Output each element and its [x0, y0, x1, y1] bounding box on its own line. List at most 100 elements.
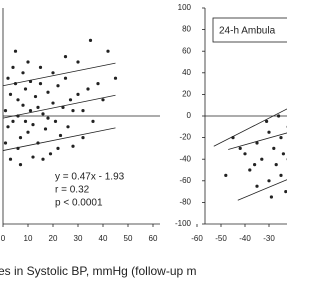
point	[284, 190, 288, 194]
regression-line	[228, 127, 306, 150]
point	[274, 163, 278, 167]
x-axis-label: es in Systolic BP, mmHg (follow-up m	[0, 264, 197, 278]
point	[53, 119, 58, 123]
point	[248, 168, 252, 172]
chart: 0 10 20 30 40 50 60 y = 0.47x - 1.93 r = 0.32 p <…	[0, 3, 306, 278]
point	[81, 109, 85, 113]
point	[41, 157, 45, 161]
point	[33, 94, 38, 99]
y-tick-label: -20	[179, 133, 191, 142]
point	[28, 79, 33, 84]
y-tick-label: 40	[182, 68, 191, 77]
point	[68, 98, 73, 102]
point	[48, 152, 53, 156]
point	[16, 146, 20, 150]
regression-line	[2, 94, 116, 119]
point	[43, 127, 48, 131]
x-tick-label: 50	[124, 234, 133, 243]
y-tick-label: -100	[175, 219, 192, 228]
y-tick-label: -60	[179, 176, 191, 185]
x-tick-label: 30	[74, 234, 83, 243]
point	[255, 141, 259, 145]
point	[11, 65, 15, 69]
point	[8, 157, 13, 161]
annotation: y = 0.47x - 1.93	[55, 172, 125, 183]
point	[18, 163, 23, 167]
x-tick-label: -50	[215, 234, 227, 243]
y-tick-label: 60	[182, 46, 191, 55]
page: {"chart_data": [ {"type": "scatter", "x"…	[0, 3, 306, 279]
point	[279, 173, 283, 177]
point	[8, 92, 13, 96]
point	[3, 109, 8, 113]
point	[243, 152, 247, 156]
point	[6, 76, 10, 80]
point	[231, 136, 235, 140]
point	[265, 119, 269, 123]
point	[269, 195, 273, 199]
point	[31, 123, 35, 127]
point	[61, 105, 65, 109]
point	[267, 179, 271, 183]
point	[46, 116, 50, 120]
point	[23, 119, 28, 123]
y-tick-label: -80	[179, 198, 191, 207]
point	[253, 163, 257, 167]
y-tick-label: 0	[187, 111, 192, 120]
point	[281, 152, 285, 156]
point	[18, 136, 23, 140]
x-tick-label: 10	[24, 234, 33, 243]
point	[28, 109, 33, 113]
point	[66, 125, 70, 129]
point	[16, 98, 20, 102]
point	[31, 155, 35, 159]
x-tick-label: -60	[191, 234, 203, 243]
point	[88, 38, 93, 43]
point	[6, 125, 10, 129]
point	[113, 76, 118, 80]
point	[277, 114, 281, 118]
point	[46, 90, 50, 94]
point	[21, 71, 25, 75]
point	[71, 144, 75, 148]
y-tick-label: 80	[182, 25, 191, 34]
regression-line	[213, 99, 306, 147]
x-tick-label: 0	[1, 234, 6, 243]
panel-title: 24-h Ambula	[219, 26, 276, 37]
point	[13, 49, 18, 53]
point	[224, 173, 228, 177]
point	[36, 105, 40, 109]
regression-line	[2, 127, 116, 151]
y-tick-label: -40	[179, 154, 191, 163]
point	[26, 60, 30, 64]
point	[36, 141, 40, 145]
point	[101, 98, 105, 102]
point	[16, 114, 20, 118]
x-tick-label: -30	[263, 234, 275, 243]
point	[106, 49, 110, 53]
point	[260, 157, 264, 161]
y-tick-label: 20	[182, 90, 191, 99]
point	[21, 103, 25, 107]
point	[272, 146, 276, 150]
point	[26, 130, 30, 134]
point	[51, 101, 55, 105]
point	[13, 82, 18, 86]
point	[71, 109, 75, 113]
point	[63, 76, 68, 80]
point	[76, 92, 80, 96]
point	[51, 71, 55, 75]
point	[38, 82, 43, 86]
regression-line	[2, 62, 116, 87]
point	[58, 133, 63, 138]
annotation: p < 0.0001	[55, 198, 103, 209]
point	[11, 119, 15, 123]
regression-line	[237, 171, 306, 201]
point	[56, 146, 60, 150]
x-tick-label: -40	[239, 234, 251, 243]
x-tick-label: 40	[99, 234, 108, 243]
point	[3, 141, 8, 145]
point	[63, 55, 68, 59]
point	[23, 87, 28, 91]
point	[91, 119, 95, 123]
